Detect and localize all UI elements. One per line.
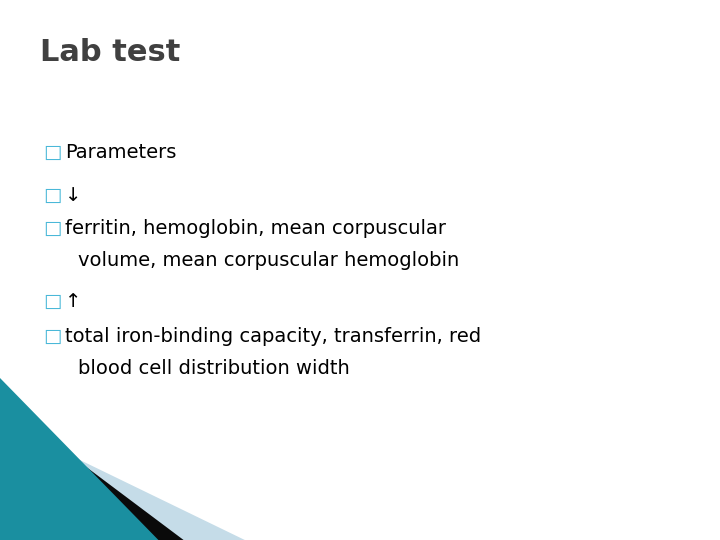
Text: Parameters: Parameters — [65, 143, 176, 162]
Text: □: □ — [43, 186, 62, 205]
Text: □: □ — [43, 143, 62, 162]
Text: volume, mean corpuscular hemoglobin: volume, mean corpuscular hemoglobin — [78, 251, 459, 270]
Text: □: □ — [43, 292, 62, 310]
Text: blood cell distribution width: blood cell distribution width — [78, 359, 349, 378]
Text: total iron-binding capacity, transferrin, red: total iron-binding capacity, transferrin… — [65, 327, 481, 346]
Polygon shape — [0, 402, 184, 540]
Polygon shape — [0, 378, 158, 540]
Text: ↓: ↓ — [65, 186, 81, 205]
Text: □: □ — [43, 219, 62, 238]
Text: Lab test: Lab test — [40, 38, 180, 67]
Polygon shape — [0, 421, 245, 540]
Text: ↑: ↑ — [65, 292, 81, 310]
Text: □: □ — [43, 327, 62, 346]
Text: ferritin, hemoglobin, mean corpuscular: ferritin, hemoglobin, mean corpuscular — [65, 219, 446, 238]
